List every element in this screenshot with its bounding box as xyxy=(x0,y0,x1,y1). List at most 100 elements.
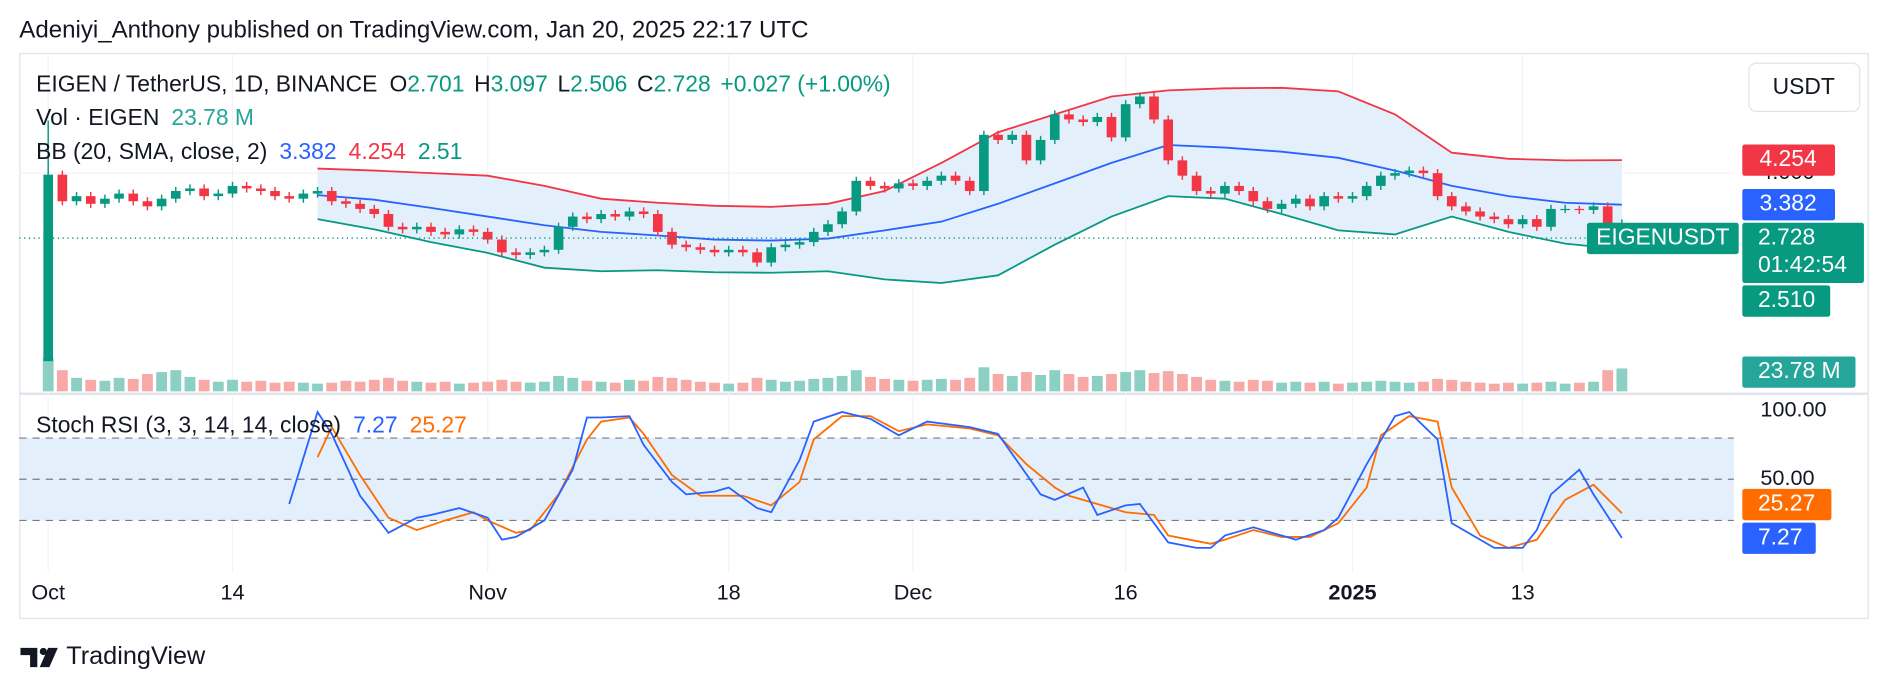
bb-upper-tag-label: 4.254 xyxy=(1759,145,1816,171)
volume-bar xyxy=(1389,381,1401,392)
volume-bar xyxy=(794,380,806,392)
volume-bar xyxy=(1573,382,1585,392)
candle-body xyxy=(1205,191,1216,194)
volume-bar xyxy=(1588,381,1599,392)
candle-body xyxy=(185,188,195,192)
x-tick-label: 2025 xyxy=(1328,579,1376,604)
volume-bar xyxy=(893,379,905,392)
candle-body xyxy=(1078,119,1088,123)
open-value: 2.701 xyxy=(407,71,464,97)
candle-body xyxy=(695,247,706,250)
candle-body xyxy=(1489,216,1500,220)
volume-bar xyxy=(1460,381,1472,392)
volume-bar xyxy=(992,374,1004,392)
volume-bar xyxy=(255,380,267,392)
volume-bar xyxy=(354,381,366,392)
candle-body xyxy=(808,231,819,243)
volume-bar xyxy=(297,382,309,392)
ohlc-label: H xyxy=(474,71,491,97)
volume-bar xyxy=(1417,381,1429,392)
candle-body xyxy=(369,208,380,215)
candle-body xyxy=(241,185,252,189)
volume-bar xyxy=(879,378,891,392)
volume-bar xyxy=(624,379,635,392)
candle-body xyxy=(298,193,309,199)
volume-bar xyxy=(1361,381,1373,392)
candle-body xyxy=(1106,116,1117,138)
stoch-d-tag-label: 25.27 xyxy=(1758,490,1815,516)
volume-bar xyxy=(1262,380,1273,392)
volume-bar xyxy=(680,379,692,392)
volume-bar xyxy=(1162,371,1174,392)
candle-body xyxy=(1163,119,1174,161)
candle-body xyxy=(440,231,450,235)
candle-body xyxy=(397,226,408,230)
volume-bar xyxy=(383,377,394,392)
volume-bar xyxy=(1545,381,1557,392)
volume-bar xyxy=(765,379,777,392)
volume-tag xyxy=(1742,356,1856,388)
candle-body xyxy=(1461,206,1471,212)
candle-body xyxy=(922,180,933,186)
volume-bar xyxy=(99,380,111,392)
volume-bar xyxy=(340,380,352,392)
volume-bar xyxy=(1446,379,1458,392)
candle-body xyxy=(284,196,295,199)
volume-bar xyxy=(978,367,990,392)
volume-bar xyxy=(595,381,607,392)
change-value: +0.027 (+1.00%) xyxy=(720,71,890,97)
volume-bar xyxy=(609,382,621,392)
volume-bar xyxy=(510,381,522,392)
volume-bar xyxy=(1006,375,1018,392)
high-value: 3.097 xyxy=(491,71,548,97)
volume-bar xyxy=(411,381,423,392)
candle-body xyxy=(1035,139,1046,161)
volume-bar xyxy=(1403,382,1415,392)
volume-title: Vol · EIGEN xyxy=(36,104,159,130)
bb-basis-tag xyxy=(1742,189,1836,221)
bb-lower-value: 2.51 xyxy=(418,138,462,164)
volume-bar xyxy=(1233,381,1245,392)
volume-bar xyxy=(694,381,706,392)
volume-bar xyxy=(198,379,210,392)
candle-body xyxy=(1248,191,1259,202)
candle-body xyxy=(468,229,479,232)
candle-body xyxy=(1092,116,1103,123)
candle-body xyxy=(823,224,833,232)
volume-bar xyxy=(1021,372,1032,392)
volume-bar xyxy=(142,374,153,392)
volume-bar xyxy=(1531,382,1543,392)
volume-bar xyxy=(921,379,933,392)
volume-bar xyxy=(1191,376,1202,392)
volume-bar xyxy=(1134,370,1146,392)
volume-bar xyxy=(1035,374,1047,392)
volume-bar xyxy=(567,377,579,392)
volume-bar xyxy=(71,377,82,392)
stoch-tick-label: 100.00 xyxy=(1760,396,1826,421)
volume-value: 23.78 M xyxy=(171,104,254,130)
candle-body xyxy=(1588,206,1599,210)
candle-body xyxy=(539,249,550,253)
stoch-tick-label: 50.00 xyxy=(1760,465,1814,490)
volume-bar xyxy=(42,357,54,392)
volume-bar xyxy=(1517,383,1529,392)
bb-basis-line xyxy=(317,144,1622,242)
volume-bar xyxy=(227,379,238,392)
candle-body xyxy=(936,175,947,181)
candle-body xyxy=(950,175,961,181)
candle-body xyxy=(1319,196,1329,207)
volume-bar xyxy=(326,382,338,392)
currency-button[interactable] xyxy=(1748,62,1861,112)
logo-t xyxy=(20,647,38,668)
volume-bar xyxy=(1304,382,1316,392)
candle-body xyxy=(156,198,167,207)
candle-body xyxy=(100,198,110,204)
volume-bar xyxy=(1176,374,1188,392)
currency-label[interactable]: USDT xyxy=(1773,73,1835,99)
candle-body xyxy=(1191,175,1202,192)
candle-body xyxy=(128,193,139,202)
volume-bar xyxy=(269,382,281,392)
volume-bar xyxy=(85,379,97,392)
volume-bar xyxy=(1488,383,1500,392)
candle-body xyxy=(1347,196,1358,199)
